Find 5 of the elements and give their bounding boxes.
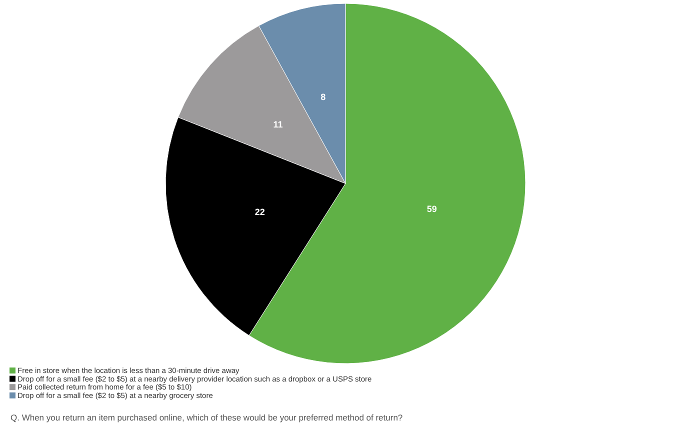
data-label: 11 bbox=[273, 119, 283, 130]
data-label: 8 bbox=[320, 92, 326, 102]
data-label: 59 bbox=[426, 204, 437, 214]
data-label: 22 bbox=[254, 206, 265, 217]
text: Q. When you return an item purchased online, which of these would be your preferred method of return? bbox=[10, 412, 403, 422]
